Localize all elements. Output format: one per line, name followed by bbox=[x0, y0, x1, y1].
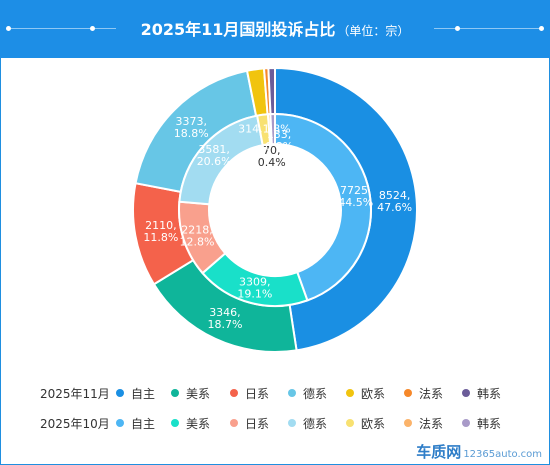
inner-label-韩系: 133, 0.8% bbox=[265, 128, 293, 153]
legend-item-label: 自主 bbox=[131, 387, 156, 401]
outer-label-韩系: 133,0.7% bbox=[265, 58, 317, 65]
legend-item-日系[interactable]: 日系 bbox=[230, 415, 269, 432]
header-dot-left-inner bbox=[90, 26, 95, 31]
donut-chart: 8524, 47.6% 3346, 18.7% 2110, 11.8% 3373, 18.8%… bbox=[132, 58, 418, 353]
legend-swatch bbox=[116, 389, 124, 397]
legend-swatch bbox=[346, 419, 354, 427]
legend-swatch bbox=[171, 419, 179, 427]
legend-row-0: 2025年11月 自主 美系 日系 德系 欧系 法系 韩系 bbox=[0, 385, 550, 401]
legend-period-label: 2025年10月 bbox=[40, 417, 110, 431]
header-dot-left bbox=[6, 26, 11, 31]
legend-item-label: 日系 bbox=[245, 417, 270, 431]
header-dot-right-inner bbox=[455, 26, 460, 31]
legend-row-1: 2025年10月 自主 美系 日系 德系 欧系 法系 韩系 bbox=[0, 415, 550, 431]
legend-swatch bbox=[462, 389, 470, 397]
legend-item-法系[interactable]: 法系 bbox=[404, 385, 443, 402]
legend-swatch bbox=[230, 389, 238, 397]
legend-swatch bbox=[404, 419, 412, 427]
legend-swatch bbox=[288, 389, 296, 397]
outer-label-法系: 88,0.5% bbox=[251, 58, 279, 59]
outer-ring bbox=[132, 66, 418, 353]
legend-item-label: 韩系 bbox=[477, 417, 502, 431]
chart-header: 2025年11月国别投诉占比 （单位：宗） bbox=[0, 0, 550, 58]
legend-item-label: 韩系 bbox=[477, 387, 502, 401]
legend-item-label: 美系 bbox=[186, 417, 211, 431]
outer-label-日系: 2110, 11.8% bbox=[143, 219, 178, 244]
legend-swatch bbox=[462, 419, 470, 427]
inner-label-德系: 3581, 20.6% bbox=[197, 143, 232, 168]
legend-item-日系[interactable]: 日系 bbox=[230, 385, 269, 402]
inner-label-自主: 7725, 44.5% bbox=[338, 184, 373, 209]
legend-item-自主[interactable]: 自主 bbox=[116, 415, 155, 432]
legend-item-欧系[interactable]: 欧系 bbox=[346, 415, 385, 432]
inner-ring bbox=[178, 112, 372, 307]
legend-item-label: 美系 bbox=[186, 387, 211, 401]
outer-label-德系: 3373, 18.8% bbox=[174, 115, 209, 140]
watermark: 车质网 12365auto.com bbox=[416, 441, 542, 462]
legend-item-美系[interactable]: 美系 bbox=[171, 385, 210, 402]
outer-label-美系: 3346, 18.7% bbox=[207, 306, 242, 331]
legend-item-label: 德系 bbox=[303, 387, 328, 401]
legend-item-label: 法系 bbox=[419, 417, 444, 431]
outer-label-自主: 8524, 47.6% bbox=[377, 189, 412, 214]
chart-title: 2025年11月国别投诉占比 （单位：宗） bbox=[116, 16, 434, 44]
inner-slice-韩系[interactable] bbox=[269, 112, 276, 146]
legend-swatch bbox=[171, 389, 179, 397]
legend-item-德系[interactable]: 德系 bbox=[288, 415, 327, 432]
legend-item-label: 日系 bbox=[245, 387, 270, 401]
inner-label-日系: 2218, 12.8% bbox=[180, 223, 215, 248]
inner-label-欧系: 314,1.8% bbox=[238, 123, 290, 136]
legend-item-美系[interactable]: 美系 bbox=[171, 415, 210, 432]
legend-item-label: 欧系 bbox=[361, 417, 386, 431]
outer-slice-韩系[interactable] bbox=[267, 66, 276, 116]
inner-slice-自主[interactable] bbox=[274, 112, 372, 302]
legend-swatch bbox=[116, 419, 124, 427]
slice-labels: 8524, 47.6% 3346, 18.7% 2110, 11.8% 3373, 18.8%… bbox=[143, 58, 412, 331]
legend-item-法系[interactable]: 法系 bbox=[404, 415, 443, 432]
legend-item-韩系[interactable]: 韩系 bbox=[462, 415, 501, 432]
legend-item-自主[interactable]: 自主 bbox=[116, 385, 155, 402]
legend-item-label: 自主 bbox=[131, 417, 156, 431]
inner-label-法系: 70, 0.4% bbox=[258, 144, 286, 169]
legend-swatch bbox=[346, 389, 354, 397]
outer-label-欧系: 344,1.9% bbox=[206, 58, 258, 68]
legend-item-德系[interactable]: 德系 bbox=[288, 385, 327, 402]
legend-swatch bbox=[230, 419, 238, 427]
legend-swatch bbox=[404, 389, 412, 397]
legend-item-label: 欧系 bbox=[361, 387, 386, 401]
legend-item-label: 德系 bbox=[303, 417, 328, 431]
inner-label-美系: 3309, 19.1% bbox=[237, 275, 272, 300]
watermark-site: 12365auto.com bbox=[463, 449, 542, 460]
legend-period-label: 2025年11月 bbox=[40, 387, 110, 401]
watermark-brand: 车质网 bbox=[416, 443, 462, 461]
legend-item-label: 法系 bbox=[419, 387, 444, 401]
legend-item-韩系[interactable]: 韩系 bbox=[462, 385, 501, 402]
chart-title-text: 2025年11月国别投诉占比 bbox=[140, 20, 336, 39]
header-dot-right bbox=[539, 26, 544, 31]
chart-unit-text: （单位：宗） bbox=[337, 24, 410, 38]
legend-swatch bbox=[288, 419, 296, 427]
legend-item-欧系[interactable]: 欧系 bbox=[346, 385, 385, 402]
